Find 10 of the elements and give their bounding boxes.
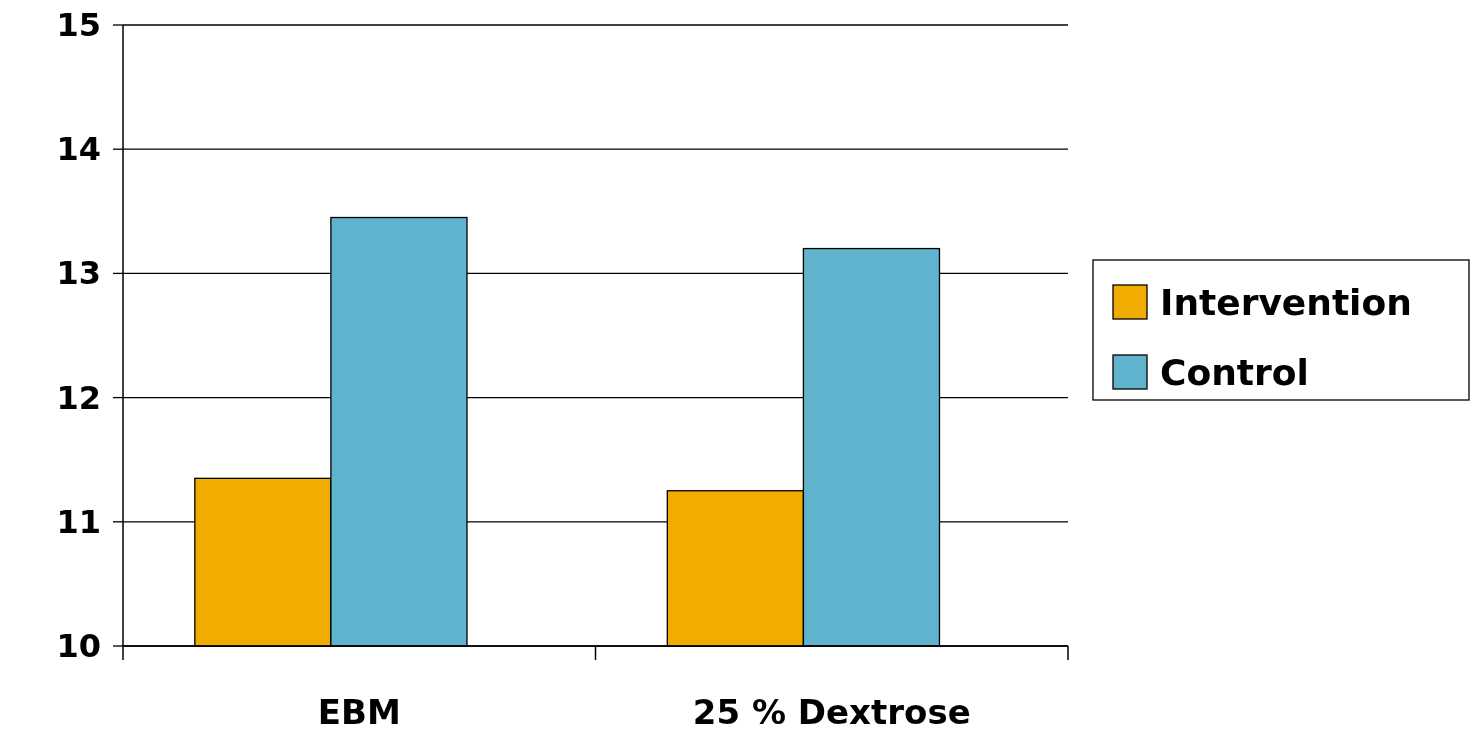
x-tick-label: 25 % Dextrose [692,692,971,732]
legend-label: Intervention [1160,281,1412,323]
legend-label: Control [1160,351,1309,393]
y-tick-label: 14 [56,130,101,169]
y-tick-label: 10 [56,627,101,665]
y-tick-label: 11 [56,502,101,541]
x-tick-label: EBM [317,692,401,732]
y-tick-label: 13 [56,254,101,293]
y-tick-label: 15 [56,6,101,44]
y-tick-label: 12 [56,378,101,417]
